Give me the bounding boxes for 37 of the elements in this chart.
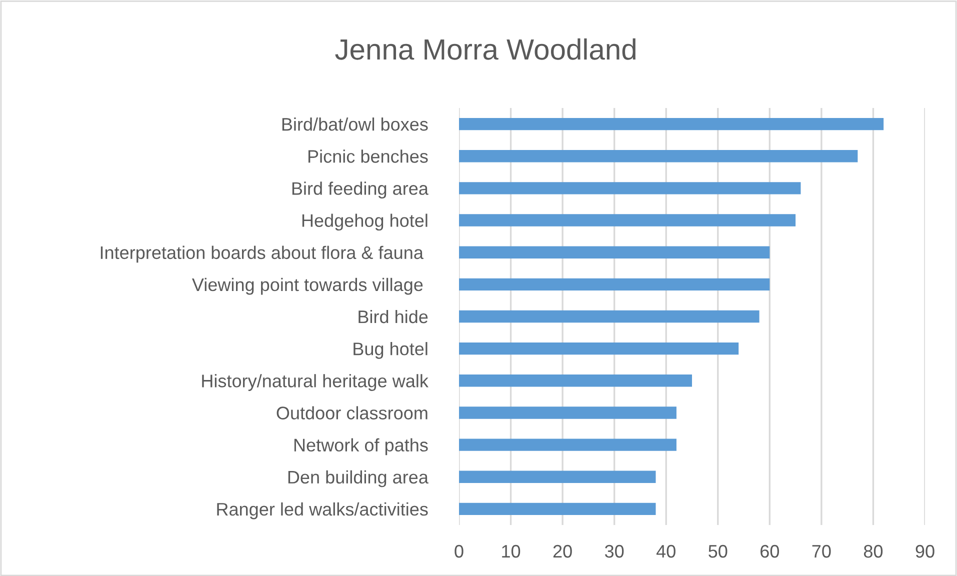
bar xyxy=(459,374,692,387)
bar xyxy=(459,438,676,451)
bar xyxy=(459,310,760,323)
x-tick-label: 20 xyxy=(553,544,572,558)
y-tick-label: Den building area xyxy=(288,470,428,488)
y-tick-label: Picnic benches xyxy=(308,150,428,163)
x-tick-label: 0 xyxy=(454,544,464,558)
bar xyxy=(459,406,676,419)
y-tick-label: Bug hotel xyxy=(354,342,428,359)
x-tick-label: 30 xyxy=(604,544,624,558)
bar xyxy=(459,214,796,226)
x-tick-label: 90 xyxy=(916,544,934,558)
bar xyxy=(459,118,884,130)
bar xyxy=(459,246,770,258)
x-tick-label: 40 xyxy=(656,544,676,558)
y-tick-label: Hedgehog hotel xyxy=(302,214,428,231)
y-tick-label: Ranger led walks/activities xyxy=(217,502,428,520)
bar xyxy=(459,470,656,483)
y-tick-label: History/natural heritage walk xyxy=(202,374,428,391)
y-tick-label: Outdoor classroom xyxy=(276,406,428,420)
chart-title: Jenna Morra Woodland xyxy=(335,38,636,60)
y-tick-label: Network of paths xyxy=(294,438,428,456)
x-tick-label: 80 xyxy=(864,544,883,558)
x-tick-label: 60 xyxy=(760,544,780,558)
bar xyxy=(459,342,739,355)
x-tick-label: 70 xyxy=(812,544,831,558)
x-tick-label: 50 xyxy=(708,544,728,558)
bar xyxy=(459,278,770,291)
bar xyxy=(459,182,801,194)
x-tick-label: 10 xyxy=(502,544,520,558)
y-tick-label: Viewing point towards village xyxy=(192,278,423,295)
bar xyxy=(459,150,858,162)
y-tick-label: Bird hide xyxy=(358,310,428,324)
bar xyxy=(459,502,656,516)
y-tick-label: Interpretation boards about flora & fauna xyxy=(100,246,424,263)
y-tick-label: Bird/bat/owl boxes xyxy=(282,117,428,131)
y-tick-label: Bird feeding area xyxy=(292,182,428,198)
